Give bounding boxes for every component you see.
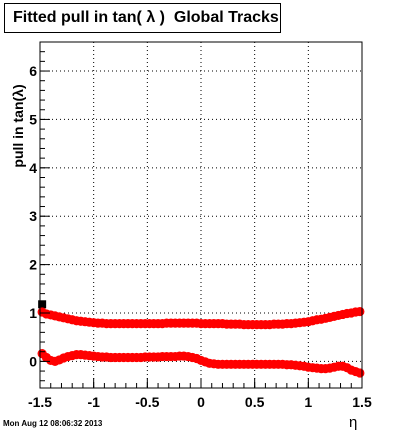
y-tick-label: 2 xyxy=(29,257,37,273)
y-tick-label: 6 xyxy=(29,63,37,79)
x-tick-label: 1 xyxy=(304,394,312,410)
y-tick-label: 3 xyxy=(29,208,37,224)
timestamp: Mon Aug 12 08:06:32 2013 xyxy=(3,419,103,428)
chart-ticks: -1.5 -1 -0.5 0 0.5 1 1.5 0 1 2 3 4 5 6 xyxy=(28,51,372,410)
x-tick-label: -0.5 xyxy=(135,394,159,410)
x-axis-label: η xyxy=(349,414,358,431)
x-tick-label: 0.5 xyxy=(245,394,265,410)
highlight-point xyxy=(38,300,47,309)
x-tick-label: -1.5 xyxy=(28,394,52,410)
x-tick-label: 1.5 xyxy=(352,394,372,410)
y-tick-label: 1 xyxy=(29,305,37,321)
chart-grid xyxy=(40,42,362,388)
y-tick-label: 0 xyxy=(29,353,37,369)
data-point xyxy=(355,368,365,378)
chart-marks xyxy=(37,300,365,378)
y-tick-label: 5 xyxy=(29,111,37,127)
y-axis-label: pull in tan(λ) xyxy=(10,84,26,168)
x-tick-label: -1 xyxy=(87,394,100,410)
data-point xyxy=(355,306,365,317)
y-tick-label: 4 xyxy=(29,160,37,176)
x-tick-label: 0 xyxy=(197,394,205,410)
chart-title: Fitted pull in tan( λ ) Global Tracks xyxy=(4,3,281,33)
